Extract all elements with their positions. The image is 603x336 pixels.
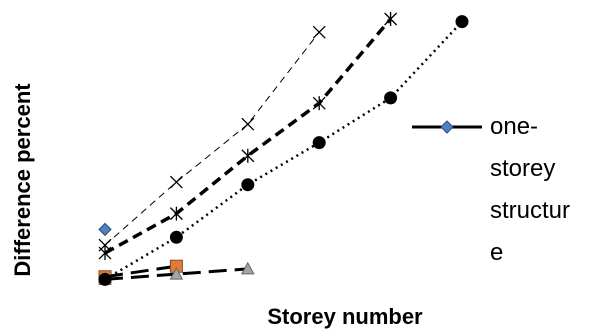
- marker: [384, 12, 398, 26]
- marker: [98, 222, 112, 237]
- y-axis-label: Difference percent: [10, 83, 35, 277]
- series-line: [104, 264, 177, 279]
- marker: [169, 206, 183, 221]
- marker: [241, 178, 255, 192]
- marker: [312, 25, 326, 39]
- marker: [169, 175, 183, 189]
- legend-label: one-storey structure: [490, 113, 571, 266]
- marker: [240, 261, 255, 275]
- x-axis-label: Storey number: [267, 304, 423, 329]
- marker: [455, 15, 469, 29]
- legend-marker: [440, 120, 454, 134]
- marker: [312, 136, 326, 150]
- marker: [241, 117, 255, 131]
- marker: [384, 91, 398, 105]
- series-line: [104, 20, 463, 281]
- series-line: [104, 267, 248, 281]
- marker: [169, 267, 184, 280]
- marker: [312, 96, 326, 111]
- marker: [169, 230, 183, 244]
- series-line: [104, 31, 320, 246]
- marker: [98, 272, 112, 286]
- series-line: [104, 17, 392, 255]
- marker: [241, 148, 255, 163]
- marker: [98, 246, 112, 261]
